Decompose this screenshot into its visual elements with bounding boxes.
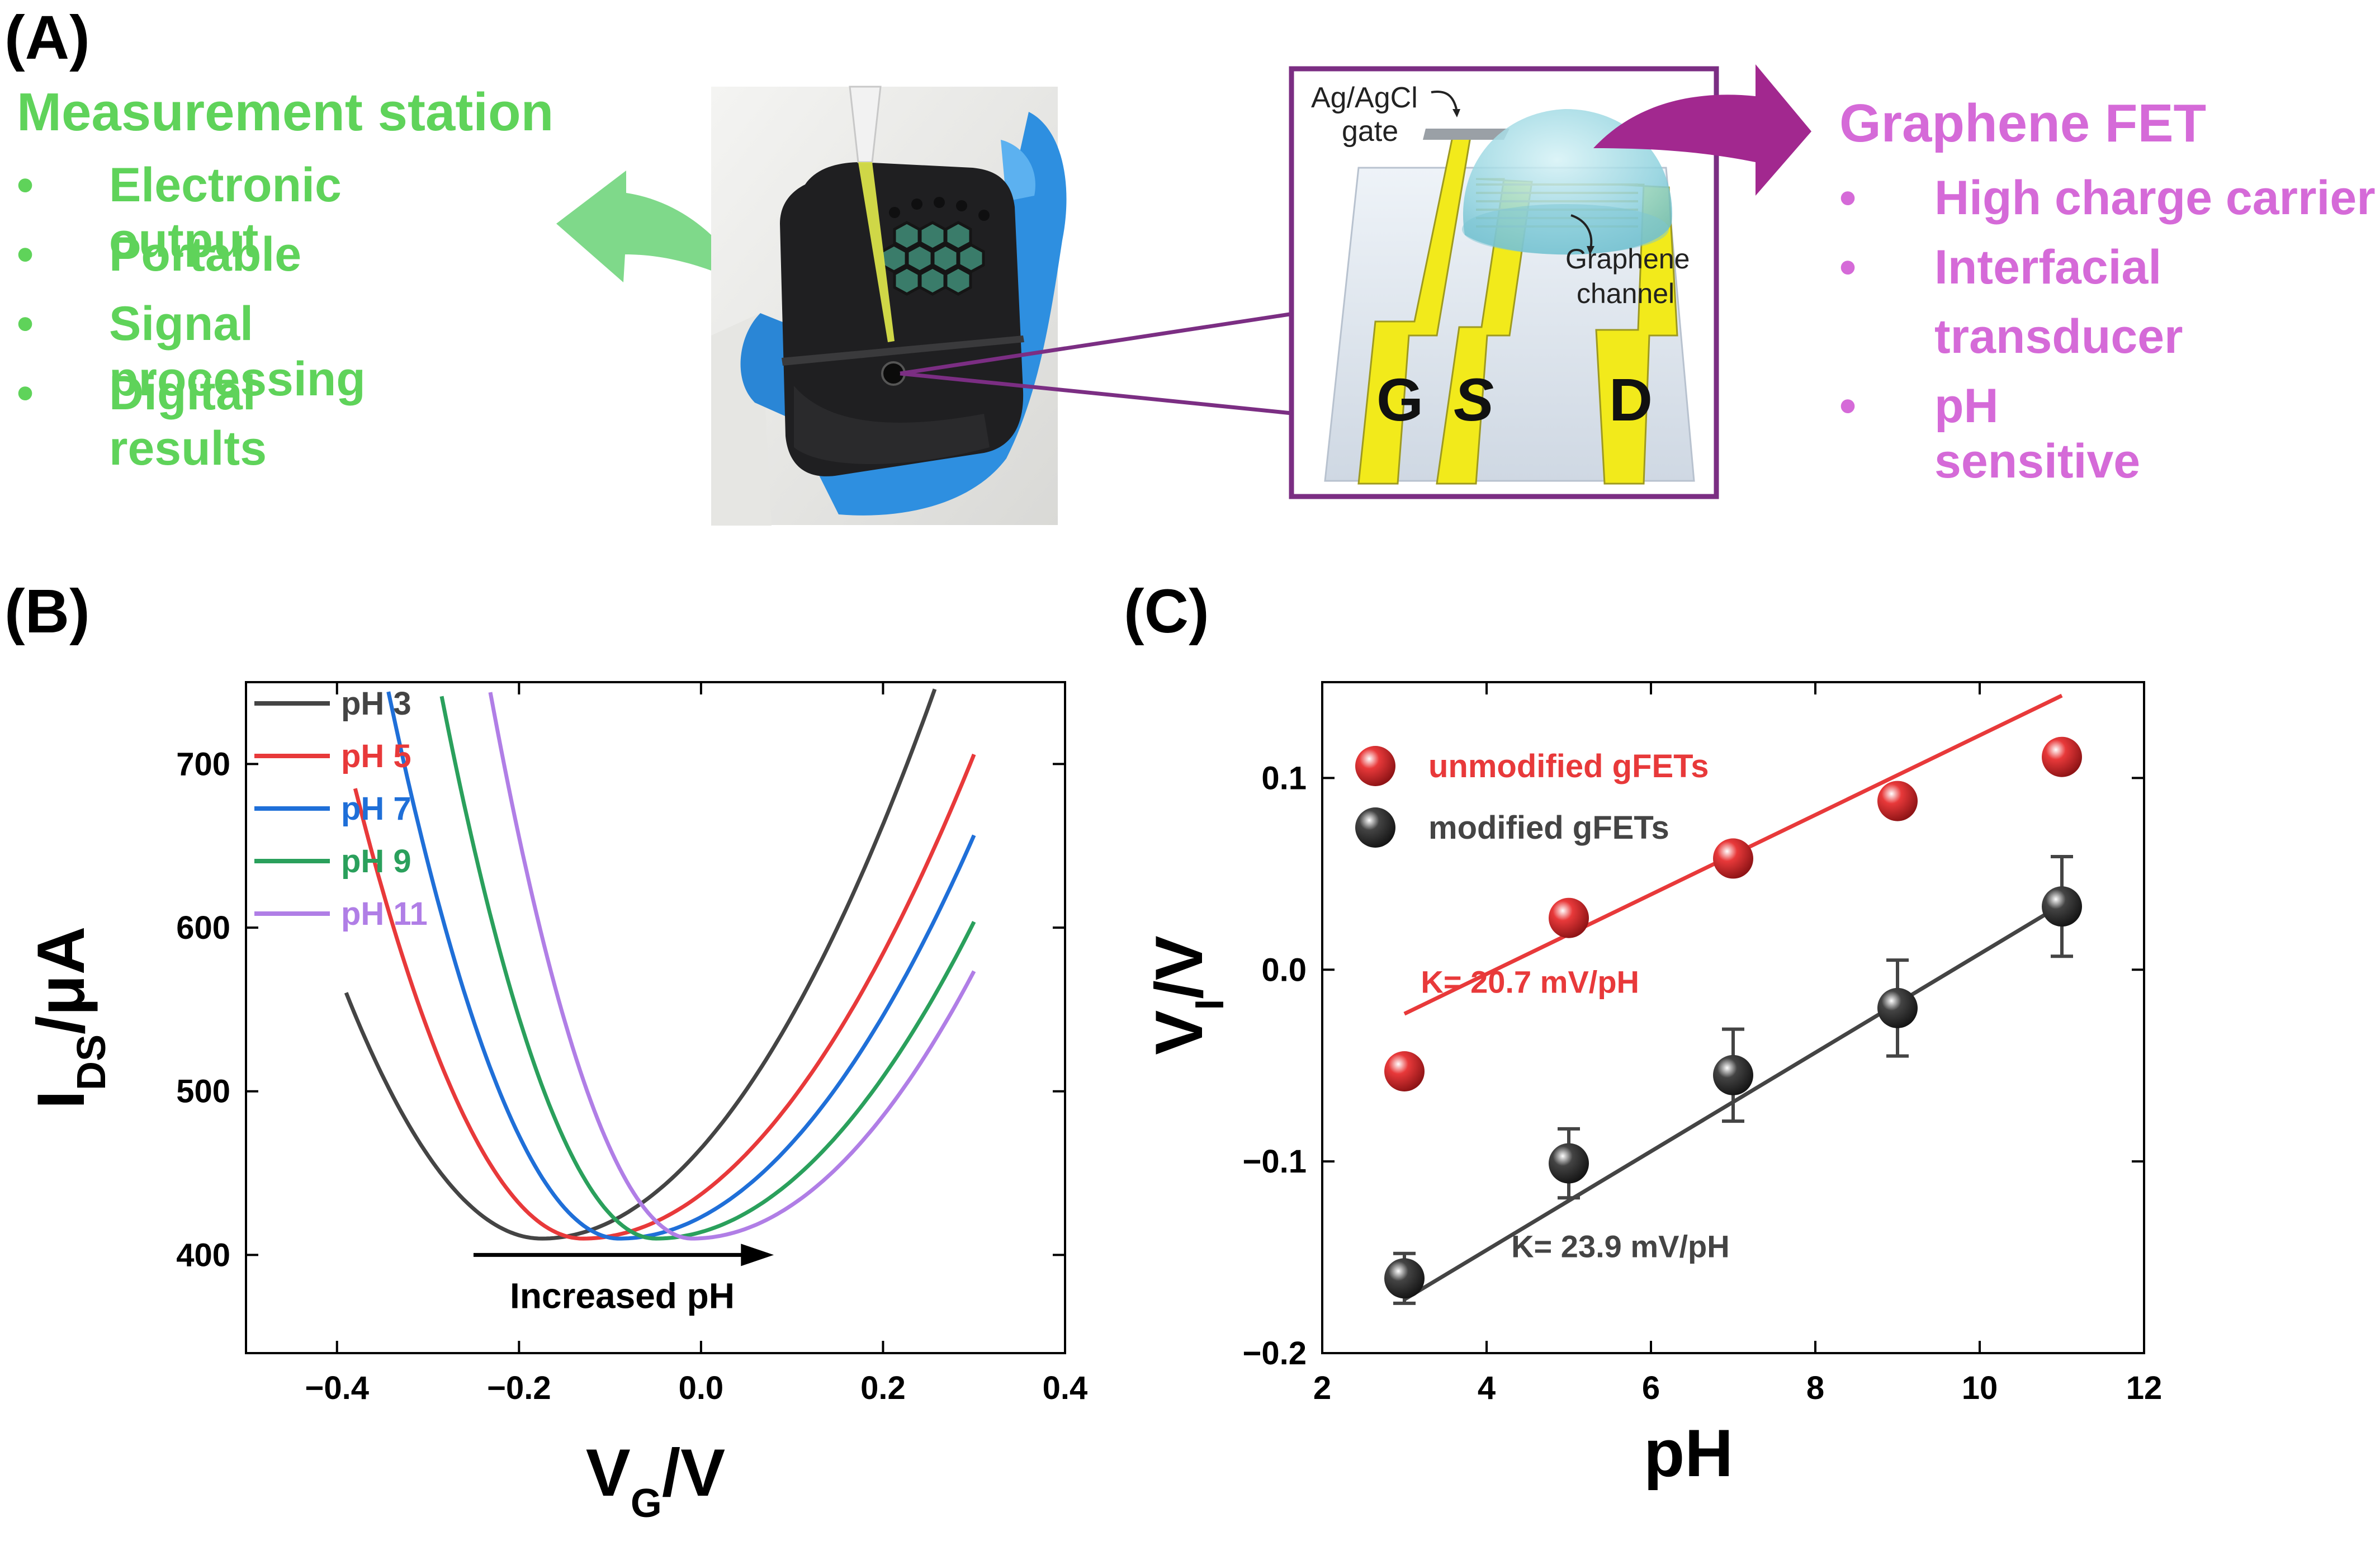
channel-label: channel (1577, 278, 1674, 309)
x-tick-label: 4 (1478, 1370, 1496, 1406)
panel-b-label: (B) (4, 577, 90, 646)
legend-label: pH 3 (341, 686, 411, 722)
y-tick-label: −0.2 (1243, 1335, 1307, 1372)
graphene-fet-bullets: • High charge carrier • Interfacial transd… (1839, 171, 2376, 488)
data-point (2042, 886, 2082, 927)
gfet-schematic: Ag/AgCl gate Graphene channel G S D (1289, 66, 1719, 499)
data-point (1877, 781, 1918, 821)
x-axis-title: VG/V (586, 1435, 725, 1526)
bullet-mark: • (17, 366, 34, 420)
x-tick-label: 0.2 (860, 1370, 906, 1406)
purple-arrow-icon (1593, 64, 1811, 196)
x-tick-label: 0.4 (1043, 1370, 1088, 1406)
y-tick-label: 0.1 (1261, 760, 1307, 796)
data-point (1384, 1258, 1425, 1299)
y-axis-title-sub: DS (69, 1034, 114, 1090)
x-tick-label: 12 (2126, 1370, 2163, 1406)
x-tick-label: 0.0 (679, 1370, 724, 1406)
plot-frame (245, 681, 1066, 1354)
x-tick-label: 10 (1962, 1370, 1998, 1406)
bullet-mark: • (1839, 240, 1857, 294)
data-point (1713, 1055, 1753, 1095)
pad-s-label: S (1454, 366, 1494, 433)
data-point (1713, 838, 1753, 879)
slope-label-modified: K= 23.9 mV/pH (1511, 1229, 1730, 1264)
graphene-fet-title: Graphene FET (1839, 93, 2207, 153)
chart-b: −0.4 −0.2 0.0 0.2 0.4 400 500 600 700 VG/V IDS/μA p… (23, 681, 1088, 1526)
x-axis-title: pH (1644, 1416, 1733, 1491)
increase-arrow-head (741, 1244, 774, 1266)
y-axis-title-tail: /μA (23, 927, 98, 1034)
y-tick-label: 600 (176, 910, 230, 946)
bullet-mark: • (1839, 379, 1857, 433)
legend-label: pH 7 (341, 791, 411, 827)
legend-label: pH 9 (341, 843, 411, 880)
x-tick-label: 2 (1313, 1370, 1331, 1406)
ag-agcl-label: Ag/AgCl (1311, 82, 1418, 114)
measurement-station-bullets: • Electronic output • Portable • Signal pro… (17, 158, 576, 475)
y-tick-label: 0.0 (1261, 952, 1307, 988)
pad-g-label: G (1376, 366, 1423, 433)
curve-ph-11 (488, 692, 976, 1241)
y-axis-title-main: I (23, 1090, 98, 1109)
y-axis-title-main: V (1142, 1010, 1217, 1055)
measurement-station-title: Measurement station (17, 82, 554, 142)
data-point (1877, 987, 1918, 1028)
bullet-mark: • (1839, 171, 1857, 225)
x-tick-label: −0.2 (487, 1370, 551, 1406)
chart-c: 2 4 6 8 10 12 −0.2 −0.1 0.0 0.1 pH VI/V K= 20.7 mV/p… (1142, 681, 2163, 1491)
bullet-electronic-output: Electronic output (109, 158, 342, 267)
y-tick-label: 700 (176, 746, 230, 782)
x-axis-title-sub: G (631, 1481, 662, 1526)
gate-label: gate (1342, 115, 1398, 148)
legend-marker (1355, 746, 1395, 786)
legend-label: unmodified gFETs (1428, 748, 1709, 784)
curve-ph-9 (439, 696, 976, 1241)
data-point (1549, 1143, 1589, 1184)
bullet-signal-processing: Signal processing (109, 297, 366, 406)
x-tick-label: 8 (1806, 1370, 1824, 1406)
curve-ph-5 (353, 753, 976, 1241)
y-tick-label: 400 (176, 1237, 230, 1273)
legend-label: pH 11 (341, 896, 428, 932)
panel-a-illustration: Ag/AgCl gate Graphene channel G S D (556, 64, 1811, 526)
increased-ph-annotation: Increased pH (510, 1275, 735, 1316)
y-axis-title-tail: /V (1142, 935, 1217, 999)
data-point (1384, 1051, 1425, 1091)
x-axis-title-tail: /V (662, 1435, 725, 1510)
bullet-mark: • (17, 297, 34, 351)
bullet-interfacial: Interfacial (1934, 240, 2162, 294)
graphene-label: Graphene (1565, 243, 1690, 275)
plot-frame (1321, 681, 2145, 1354)
panel-a-label: (A) (4, 3, 90, 72)
data-point (1549, 897, 1589, 938)
bullet-transducer: transducer (1934, 310, 2183, 363)
panel-c-label: (C) (1124, 577, 1209, 646)
legend-label: pH 5 (341, 738, 411, 774)
green-arrow-icon (556, 171, 749, 286)
slope-label-unmodified: K= 20.7 mV/pH (1421, 964, 1639, 999)
bullet-portable: Portable (109, 228, 302, 281)
curve-ph-7 (386, 691, 976, 1241)
legend-marker (1355, 807, 1395, 848)
x-axis-title-main: V (586, 1435, 631, 1510)
x-tick-label: 6 (1642, 1370, 1660, 1406)
pad-d-label: D (1609, 366, 1653, 433)
y-axis-title: VI/V (1142, 935, 1232, 1055)
bullet-mark: • (17, 158, 34, 212)
y-tick-label: 500 (176, 1074, 230, 1110)
device-photo (711, 86, 1067, 526)
y-axis-title-sub: I (1187, 999, 1232, 1010)
data-point (2042, 736, 2082, 777)
legend-label: modified gFETs (1428, 810, 1669, 846)
y-tick-label: −0.1 (1243, 1143, 1307, 1180)
y-axis-title: IDS/μA (23, 927, 114, 1109)
bullet-mark: • (17, 228, 34, 281)
bullet-digital-results: Digital results (109, 366, 267, 475)
x-tick-label: −0.4 (305, 1370, 370, 1406)
bullet-high-charge-carrier: High charge carrier (1934, 171, 2376, 225)
bullet-ph-sensitive: pH sensitive (1934, 379, 2141, 488)
